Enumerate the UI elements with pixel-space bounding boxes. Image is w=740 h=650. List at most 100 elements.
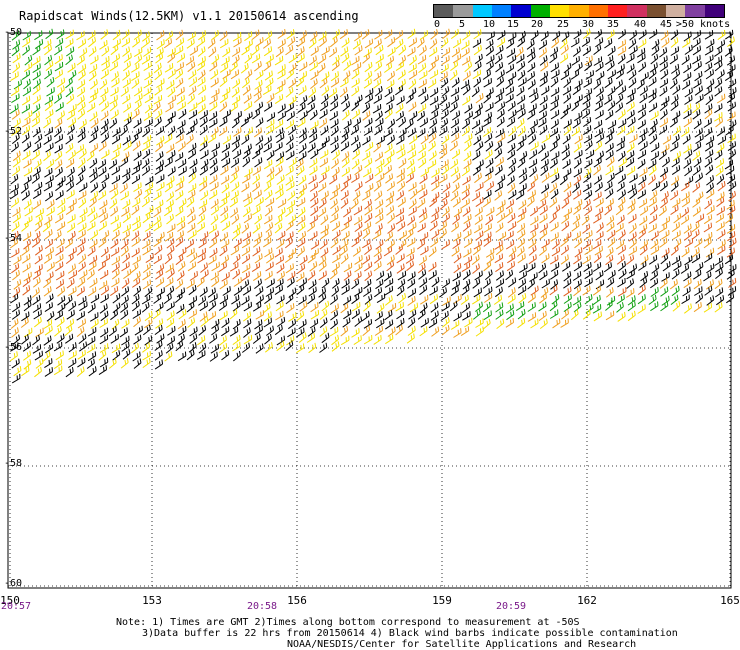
wind-barb bbox=[276, 174, 285, 185]
wind-barb bbox=[210, 126, 219, 137]
wind-barb bbox=[606, 127, 615, 138]
wind-barb bbox=[639, 244, 648, 256]
wind-barb bbox=[218, 126, 228, 137]
wind-barb bbox=[431, 229, 440, 240]
wind-barb bbox=[101, 149, 110, 160]
wind-barb bbox=[298, 277, 307, 288]
wind-barb bbox=[219, 101, 228, 113]
wind-barb bbox=[691, 247, 700, 258]
wind-barb bbox=[607, 69, 616, 80]
wind-barb bbox=[704, 127, 713, 138]
wind-barb bbox=[22, 285, 31, 296]
wind-barb bbox=[628, 213, 637, 224]
wind-barb bbox=[285, 166, 294, 176]
wind-barb bbox=[515, 103, 525, 113]
wind-barb bbox=[275, 310, 284, 321]
wind-barb bbox=[285, 87, 294, 98]
wind-barb bbox=[10, 197, 19, 208]
wind-barb bbox=[253, 189, 262, 200]
wind-barb bbox=[408, 206, 417, 216]
wind-barb bbox=[541, 172, 550, 183]
wind-barb bbox=[44, 44, 52, 56]
wind-barb bbox=[299, 301, 308, 312]
wind-barb bbox=[705, 69, 714, 80]
wind-barb bbox=[583, 125, 592, 136]
wind-barb bbox=[407, 166, 416, 177]
wind-barb bbox=[494, 140, 503, 152]
wind-barb bbox=[695, 293, 704, 304]
wind-barb bbox=[550, 62, 559, 73]
wind-barb bbox=[296, 197, 306, 208]
wind-barb bbox=[264, 333, 272, 345]
wind-barb bbox=[265, 222, 274, 233]
wind-barb bbox=[658, 223, 668, 233]
wind-barb bbox=[232, 334, 241, 346]
wind-barb bbox=[43, 181, 53, 192]
time-label-2057: 20:57 bbox=[0, 601, 32, 612]
wind-barb bbox=[428, 246, 437, 258]
wind-barb bbox=[131, 71, 140, 82]
wind-barb bbox=[484, 149, 493, 160]
wind-barb bbox=[572, 271, 582, 281]
wind-barb bbox=[629, 188, 638, 200]
wind-barb bbox=[662, 261, 671, 272]
wind-barb bbox=[603, 262, 613, 273]
wind-barb bbox=[11, 373, 21, 384]
wind-barb bbox=[626, 150, 635, 161]
wind-barb bbox=[65, 158, 75, 169]
wind-barb bbox=[330, 237, 339, 249]
wind-barb bbox=[197, 214, 206, 225]
wind-barb bbox=[275, 127, 284, 138]
wind-barb bbox=[342, 317, 351, 328]
wind-barb bbox=[332, 245, 341, 256]
wind-barb bbox=[570, 38, 580, 48]
wind-barb bbox=[549, 182, 558, 194]
wind-barb bbox=[34, 245, 43, 256]
wind-barb bbox=[596, 71, 605, 82]
wind-barb bbox=[604, 77, 613, 89]
wind-barb bbox=[497, 133, 506, 144]
wind-barb bbox=[695, 94, 704, 105]
wind-barb bbox=[330, 303, 339, 314]
wind-barb bbox=[111, 77, 120, 88]
wind-barb bbox=[329, 36, 338, 48]
wind-barb bbox=[693, 61, 702, 72]
wind-barb bbox=[695, 134, 704, 145]
wind-barb bbox=[318, 287, 327, 298]
wind-barb bbox=[10, 230, 19, 242]
wind-barb bbox=[574, 247, 583, 258]
wind-barb bbox=[252, 205, 261, 216]
wind-barb bbox=[463, 238, 473, 249]
wind-barb bbox=[406, 158, 415, 170]
wind-barb bbox=[68, 286, 77, 297]
wind-barb bbox=[186, 134, 194, 145]
wind-barb bbox=[244, 53, 253, 64]
wind-barbs bbox=[9, 28, 737, 384]
wind-barb bbox=[704, 103, 713, 114]
wind-barb bbox=[277, 103, 286, 114]
wind-barb bbox=[12, 165, 21, 177]
wind-barb bbox=[251, 53, 261, 64]
wind-barb bbox=[340, 93, 349, 105]
wind-barb bbox=[55, 270, 65, 281]
wind-barb bbox=[186, 279, 195, 289]
wind-barb bbox=[593, 119, 603, 130]
wind-barb bbox=[724, 46, 733, 57]
wind-barb bbox=[683, 158, 692, 169]
wind-barb bbox=[32, 94, 41, 105]
wind-barb bbox=[384, 295, 393, 306]
wind-barb bbox=[55, 37, 64, 48]
wind-barb bbox=[638, 198, 648, 209]
wind-barb bbox=[111, 134, 121, 145]
wind-barb bbox=[693, 118, 702, 130]
wind-barb bbox=[661, 247, 670, 258]
wind-barb bbox=[582, 239, 592, 250]
wind-barb bbox=[474, 206, 483, 217]
wind-barb bbox=[517, 36, 526, 48]
wind-barb bbox=[373, 38, 382, 49]
wind-barb bbox=[340, 325, 349, 337]
wind-barb bbox=[495, 270, 504, 281]
wind-barb bbox=[670, 245, 679, 256]
wind-barb bbox=[330, 118, 339, 129]
wind-barb bbox=[98, 190, 107, 201]
